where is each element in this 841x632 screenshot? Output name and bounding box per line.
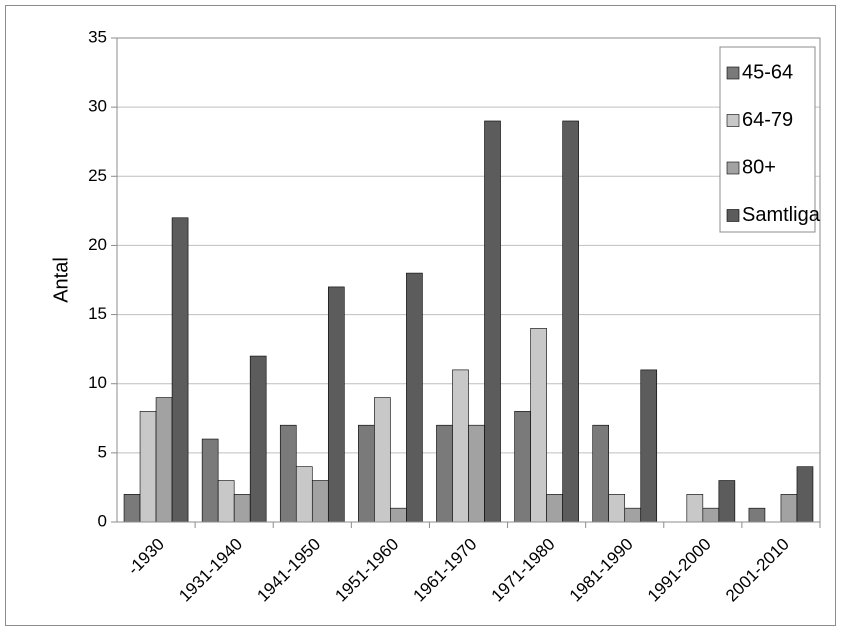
bar bbox=[171, 217, 189, 523]
bar bbox=[686, 494, 704, 523]
bar bbox=[484, 120, 501, 523]
bar bbox=[311, 480, 329, 523]
bar bbox=[530, 328, 547, 523]
y-tick-label: 30 bbox=[88, 97, 107, 116]
bar bbox=[279, 424, 297, 523]
y-tick-label: 5 bbox=[98, 442, 107, 461]
legend-label: 45-64 bbox=[742, 61, 793, 83]
legend-swatch bbox=[726, 161, 740, 175]
legend-label: 64-79 bbox=[742, 109, 793, 131]
bar bbox=[123, 494, 141, 523]
bar bbox=[358, 424, 375, 523]
bar bbox=[468, 424, 485, 523]
bar bbox=[155, 397, 173, 523]
y-tick-label: 15 bbox=[88, 304, 107, 323]
bar bbox=[608, 494, 626, 523]
legend-swatch bbox=[726, 66, 740, 80]
bar bbox=[249, 355, 267, 523]
bar bbox=[748, 507, 766, 523]
bar bbox=[514, 411, 531, 523]
y-tick-label: 25 bbox=[88, 166, 107, 185]
y-tick-label: 10 bbox=[88, 373, 107, 392]
bar bbox=[233, 494, 251, 523]
bar bbox=[406, 272, 423, 523]
bar bbox=[546, 494, 563, 523]
legend-swatch bbox=[726, 114, 740, 127]
bar bbox=[139, 411, 157, 523]
bar bbox=[327, 286, 345, 523]
bar bbox=[436, 424, 453, 523]
bar bbox=[295, 466, 313, 523]
bar bbox=[452, 369, 469, 523]
y-tick-label: 20 bbox=[88, 235, 107, 254]
bar bbox=[702, 507, 720, 523]
bar bbox=[718, 480, 736, 523]
y-axis-label: Antal bbox=[50, 257, 72, 303]
bar bbox=[640, 369, 658, 523]
bar bbox=[201, 438, 219, 523]
legend-label: 80+ bbox=[742, 156, 776, 178]
legend-label: Samtliga bbox=[742, 204, 821, 226]
bar bbox=[780, 494, 798, 523]
bar bbox=[217, 480, 235, 523]
legend-swatch bbox=[726, 209, 740, 222]
y-tick-label: 35 bbox=[88, 27, 107, 46]
bar bbox=[562, 120, 579, 523]
y-tick-label: 0 bbox=[98, 511, 107, 530]
bar bbox=[624, 507, 642, 523]
bar bbox=[374, 397, 391, 523]
bar bbox=[390, 507, 407, 523]
bar bbox=[592, 424, 610, 523]
bar bbox=[796, 466, 814, 523]
